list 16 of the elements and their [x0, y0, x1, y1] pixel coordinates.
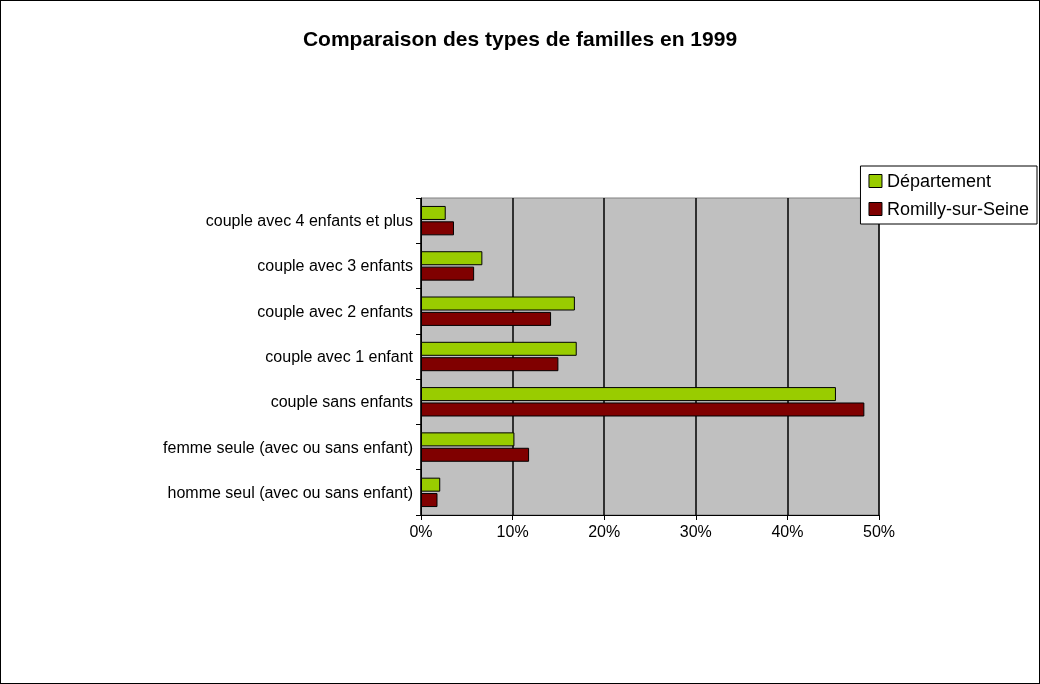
- y-tick-label: couple avec 3 enfants: [257, 257, 413, 275]
- x-tick-label: 10%: [496, 522, 529, 540]
- y-tick-label: couple avec 2 enfants: [257, 302, 413, 320]
- chart-title: Comparaison des types de familles en 1999: [302, 27, 738, 50]
- legend-label: Romilly-sur-Seine: [886, 199, 1029, 219]
- x-tick-label: 40%: [771, 522, 804, 540]
- y-tick-label: couple avec 4 enfants et plus: [205, 212, 413, 230]
- y-tick-label: couple sans enfants: [270, 393, 413, 411]
- x-tick-label: 30%: [679, 522, 712, 540]
- x-tick-label: 50%: [862, 522, 896, 540]
- x-tick-label: 20%: [588, 522, 621, 540]
- y-tick-label: couple avec 1 enfant: [265, 348, 414, 365]
- legend-label: Département: [886, 171, 992, 191]
- y-tick-label: homme seul (avec ou sans enfant): [167, 483, 413, 501]
- x-tick-label: 0%: [409, 522, 433, 540]
- y-tick-label: femme seule (avec ou sans enfant): [163, 438, 413, 456]
